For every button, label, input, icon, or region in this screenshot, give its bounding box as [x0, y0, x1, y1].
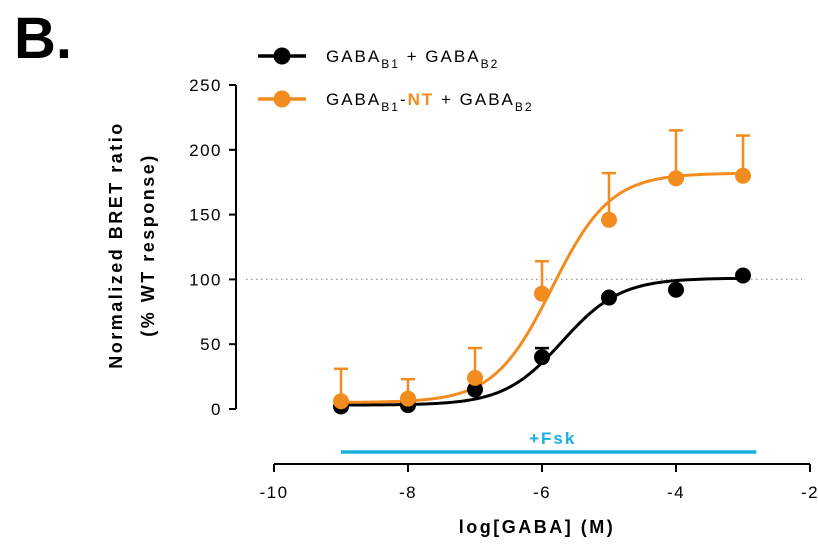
legend-text-part: + GABA — [434, 90, 515, 109]
legend-subscript: B1 — [381, 57, 400, 71]
data-point-nt — [735, 167, 751, 184]
legend-marker-wt — [273, 47, 291, 65]
data-point-wt — [601, 289, 617, 306]
x-tick-label: -2 — [801, 483, 818, 502]
x-tick-label: -8 — [399, 483, 417, 502]
fsk-annotation: +Fsk — [341, 429, 757, 454]
data-point-nt — [534, 285, 550, 302]
y-tick-label: 0 — [211, 400, 222, 419]
panel-label: B. — [14, 6, 72, 71]
legend-label-nt: GABAB1-NT + GABAB2 — [326, 90, 534, 114]
y-tick-label: 250 — [189, 76, 222, 95]
data-point-nt — [400, 390, 416, 407]
y-axis: 0 50 100 150 200 250 — [189, 76, 237, 419]
data-point-nt — [467, 369, 483, 386]
legend-subscript: B2 — [481, 57, 500, 71]
data-point-nt — [668, 170, 684, 187]
legend-text-part: + GABA — [400, 47, 481, 66]
y-axis-label-line1: Normalized BRET ratio — [106, 121, 126, 369]
data-point-wt — [467, 381, 483, 398]
legend-marker-nt — [273, 90, 291, 108]
x-axis-label: log[GABA] (M) — [459, 517, 615, 537]
y-tick-label: 200 — [189, 141, 222, 160]
data-point-wt — [534, 349, 550, 366]
y-tick-label: 50 — [200, 335, 222, 354]
data-points — [333, 129, 751, 415]
data-point-nt — [601, 211, 617, 228]
x-tick-label: -4 — [667, 483, 685, 502]
y-axis-label-line2: (% WT response) — [138, 153, 158, 337]
x-tick-label: -10 — [259, 483, 288, 502]
fsk-label: +Fsk — [529, 429, 576, 448]
legend-text-part: GABA — [326, 47, 381, 66]
legend-subscript: B1 — [381, 100, 400, 114]
legend-subscript: B2 — [515, 100, 534, 114]
legend-label-wt: GABAB1 + GABAB2 — [326, 47, 499, 71]
x-tick-label: -6 — [533, 483, 551, 502]
y-tick-label: 100 — [189, 270, 222, 289]
y-tick-label: 150 — [189, 206, 222, 225]
data-point-nt — [333, 393, 349, 410]
data-point-wt — [735, 267, 751, 284]
legend-text-part: - — [400, 90, 408, 109]
legend-text-part: NT — [408, 90, 435, 109]
legend-text-part: GABA — [326, 90, 381, 109]
x-axis: -10 -8 -6 -4 -2 — [259, 463, 818, 502]
data-point-wt — [668, 281, 684, 298]
